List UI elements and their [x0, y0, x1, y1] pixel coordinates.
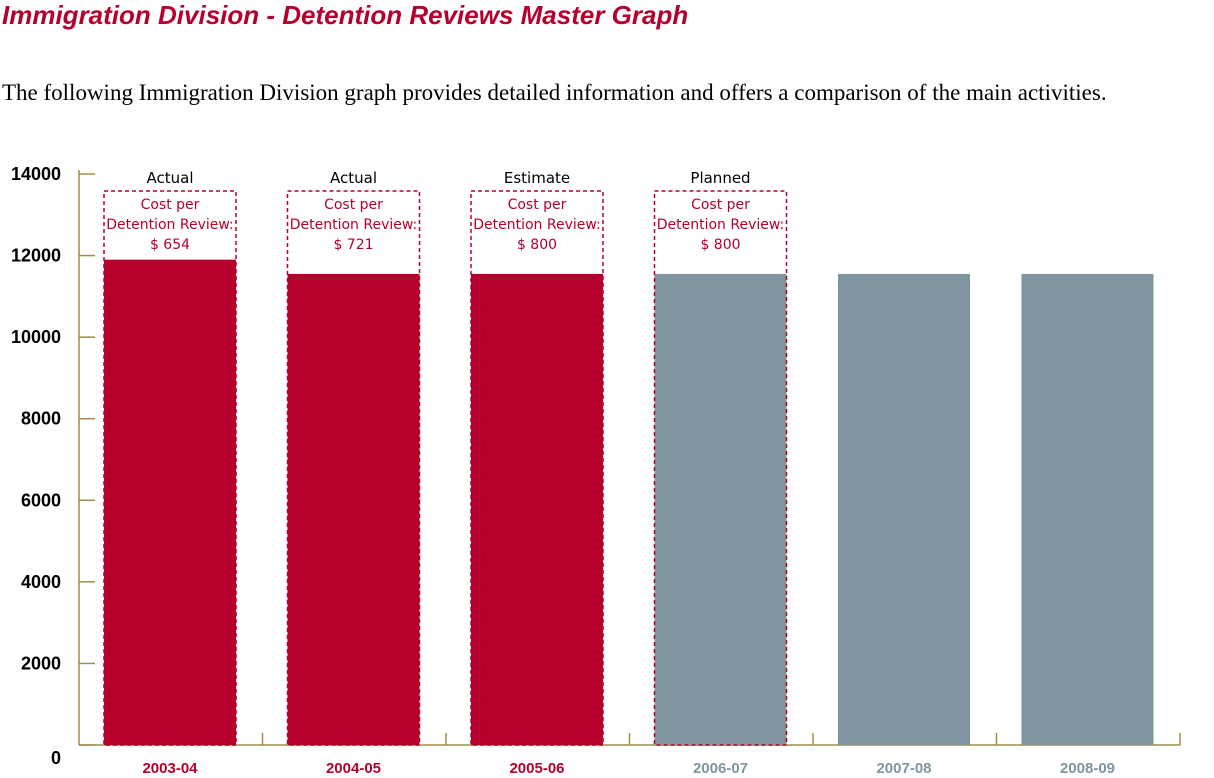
- cost-note-box: [103, 190, 237, 746]
- page-title: Immigration Division - Detention Reviews…: [2, 0, 689, 30]
- cost-note-box: [653, 190, 788, 746]
- intro-text: The following Immigration Division graph…: [2, 80, 1107, 105]
- bar-2004-05: [287, 273, 420, 745]
- status-label: Planned: [690, 169, 750, 187]
- bar-2005-06: [471, 273, 603, 745]
- cost-note-text: Detention Review:: [290, 217, 418, 233]
- cost-note-text: Cost per: [324, 197, 383, 213]
- cost-note-box: [286, 190, 421, 746]
- status-label: Estimate: [504, 169, 570, 187]
- y-tick-label: 14000: [11, 164, 61, 184]
- bar-2008-09: [1021, 273, 1154, 745]
- bar-2006-07: [654, 273, 787, 745]
- cost-note-box: [470, 190, 604, 746]
- cost-note-text: Detention Review:: [657, 217, 785, 233]
- y-tick-label: 12000: [11, 246, 61, 266]
- status-label: Actual: [147, 169, 194, 187]
- detention-reviews-bar-chart: 0 2000 4000 6000 8000 10000 12000 14000 2003-04 2…: [11, 164, 1181, 777]
- cost-note-text: Cost per: [508, 197, 567, 213]
- x-tick-label: 2004-05: [326, 760, 381, 777]
- x-tick-label: 2003-04: [142, 760, 198, 777]
- x-tick-label: 2005-06: [509, 760, 564, 777]
- cost-note-text: $ 800: [517, 237, 557, 253]
- cost-note-text: $ 721: [333, 237, 373, 253]
- y-tick-label: 8000: [21, 409, 61, 429]
- cost-note-text: Cost per: [141, 197, 200, 213]
- cost-note-text: Detention Review:: [473, 217, 601, 233]
- y-tick-label: 10000: [11, 327, 61, 347]
- y-tick-label: 0: [51, 748, 61, 768]
- cost-note-text: Cost per: [691, 197, 750, 213]
- status-label: Actual: [330, 169, 377, 187]
- bar-2007-08: [838, 273, 970, 745]
- cost-note-text: Detention Review:: [106, 217, 234, 233]
- x-tick-label: 2008-09: [1060, 760, 1115, 777]
- x-tick-label: 2007-08: [876, 760, 931, 777]
- y-tick-label: 2000: [21, 653, 61, 673]
- bar-2003-04: [104, 259, 236, 745]
- y-tick-label: 4000: [21, 572, 61, 592]
- y-tick-label: 6000: [21, 490, 61, 510]
- x-tick-label: 2006-07: [693, 760, 748, 777]
- cost-note-text: $ 800: [700, 237, 740, 253]
- cost-note-text: $ 654: [150, 237, 190, 253]
